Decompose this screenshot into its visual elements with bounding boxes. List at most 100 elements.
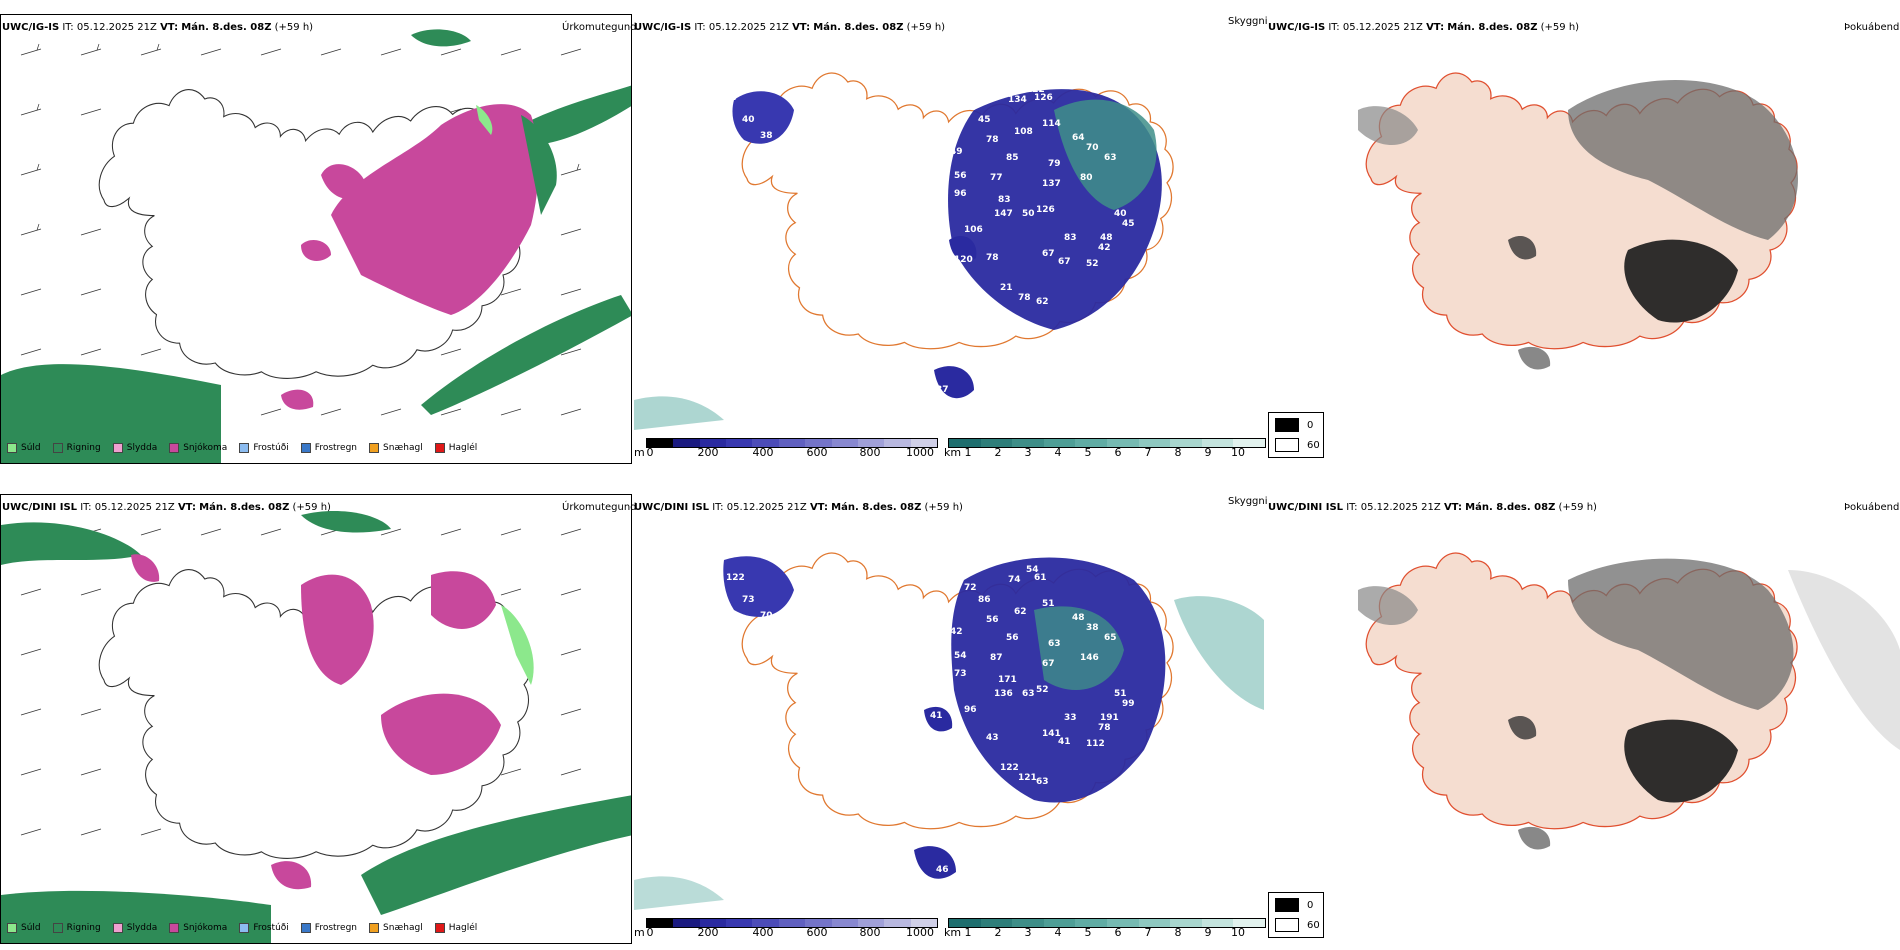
legend-item: Rigning: [52, 923, 101, 933]
init-time: 05.12.2025 21Z: [1360, 502, 1441, 513]
fog-legend-label: 0: [1307, 419, 1314, 431]
cloudbase-area: [732, 91, 794, 144]
fog-area: [1788, 570, 1900, 750]
cbar-tick: 1: [964, 926, 972, 939]
cloud-base-label: 38: [1086, 623, 1099, 633]
cloud-base-label: 60: [930, 231, 943, 241]
cloud-map-2: 96 82 122 73 70 85 72 86 54 74 61 74 55 42 56 62 51 59 54 5…: [634, 510, 1264, 910]
visibility-area: [1054, 99, 1157, 210]
cloud-base-label: 42: [1098, 243, 1111, 253]
cloud-base-label: 114: [1042, 119, 1061, 129]
cloud-base-label: 56: [954, 735, 967, 745]
valid-time: Mán. 8.des. 08Z: [1465, 502, 1556, 513]
cloudbase-colorbar-2: [646, 918, 938, 928]
valid-label: VT:: [792, 22, 811, 33]
valid-label: VT:: [160, 22, 179, 33]
lead-time: (+59 h): [906, 22, 946, 33]
drizzle-area: [476, 105, 493, 135]
model-name: UWC/IG-IS: [634, 22, 692, 33]
snow-area: [271, 861, 312, 890]
cbar-seg: [1106, 919, 1139, 927]
cloud-base-label: 78: [1018, 293, 1031, 303]
fog-swatch: [1275, 418, 1299, 432]
fog-swatch: [1275, 918, 1299, 932]
cbar-seg: [1201, 439, 1234, 447]
rain-area: [521, 115, 557, 215]
cloud-base-label: 85: [934, 579, 947, 589]
cbar-tick: 8: [1174, 926, 1182, 939]
snow-area: [281, 389, 314, 410]
fog-title-2: Þokuábendi: [1844, 502, 1900, 513]
cbar-seg: [1233, 919, 1265, 927]
cloud-base-label: 54: [1026, 565, 1039, 575]
legend-item: Súld: [7, 923, 41, 933]
cbar-tick: 5: [1084, 446, 1092, 459]
cloud-header-2: UWC/DINI ISL IT: 05.12.2025 21Z VT: Mán.…: [634, 502, 963, 514]
valid-time: Mán. 8.des. 08Z: [1447, 22, 1538, 33]
fog-legend-label: 0: [1307, 899, 1314, 911]
legend-label: Súld: [21, 923, 41, 933]
snow-area: [301, 240, 331, 261]
init-time: 05.12.2025 21Z: [94, 502, 175, 513]
cloud-base-label: 86: [978, 595, 991, 605]
cloud-base-label: 136: [994, 689, 1013, 699]
fog-title-1: Þokuábendi: [1844, 22, 1900, 33]
cloud-base-label: 61: [1034, 573, 1047, 583]
cbar-seg: [857, 919, 885, 927]
legend-item: Frostúði: [239, 923, 289, 933]
cbar-seg: [910, 919, 937, 927]
legend-label: Frostregn: [314, 443, 358, 453]
cloud-base-label: 56: [986, 615, 999, 625]
cloud-base-label: 54: [954, 651, 967, 661]
cloudbase-area: [949, 236, 977, 262]
precip-header-2: UWC/DINI ISL IT: 05.12.2025 21Z VT: Mán.…: [2, 502, 331, 514]
cloud-base-label: 121: [1018, 773, 1037, 783]
legend-swatch: [52, 443, 63, 453]
cbar-tick: 7: [1144, 926, 1152, 939]
cloud-base-label: 74: [1008, 575, 1021, 585]
legend-label: Frostúði: [253, 443, 289, 453]
cloud-base-label: 83: [998, 195, 1011, 205]
cbar-seg: [884, 919, 911, 927]
cloud-base-label: 48: [1072, 613, 1085, 623]
cbar-seg: [949, 919, 981, 927]
precip-map-canvas: [1, 29, 631, 463]
cloud-base-label: 67: [752, 69, 765, 79]
cloud-base-label: 171: [998, 675, 1017, 685]
drizzle-area: [501, 605, 534, 685]
fog-area: [1358, 106, 1418, 145]
cbar-tick: 7: [1144, 446, 1152, 459]
visibility-unit: km: [944, 446, 962, 459]
cbar-seg: [1012, 439, 1044, 447]
cloud-base-label: 73: [742, 595, 755, 605]
cbar-tick: 1000: [906, 926, 934, 939]
lead-time: (+59 h): [924, 502, 963, 513]
cloud-title-1: Skyggni: [1228, 16, 1268, 27]
cloud-base-label: 46: [936, 865, 949, 875]
cbar-seg: [831, 919, 858, 927]
cloud-base-label: 134: [1008, 95, 1027, 105]
model-name: UWC/IG-IS: [1268, 22, 1326, 33]
cloud-base-label: 78: [986, 253, 999, 263]
cbar-tick: 0: [646, 446, 654, 459]
row-2: Súld Rigning Slydda Snjókoma Frostúði Fr…: [0, 480, 1900, 950]
cloud-base-label: 56: [1006, 633, 1019, 643]
cbar-seg: [1170, 919, 1202, 927]
legend-item: Snæhagl: [369, 443, 423, 453]
init-time: 05.12.2025 21Z: [76, 22, 157, 33]
snow-area: [431, 571, 496, 629]
rain-area: [1, 364, 221, 463]
cbar-seg: [778, 439, 806, 447]
cloud-base-label: 40: [742, 115, 755, 125]
legend-item: Slydda: [112, 923, 157, 933]
cloud-base-label: 63: [1104, 153, 1117, 163]
fog-swatch: [1275, 898, 1299, 912]
cbar-seg: [752, 439, 779, 447]
cbar-seg: [1075, 919, 1107, 927]
fog-map-2: [1268, 510, 1900, 910]
cloud-base-label: 52: [934, 149, 947, 159]
lead-time: (+59 h): [1540, 22, 1580, 33]
cloud-base-label: 87: [990, 653, 1003, 663]
